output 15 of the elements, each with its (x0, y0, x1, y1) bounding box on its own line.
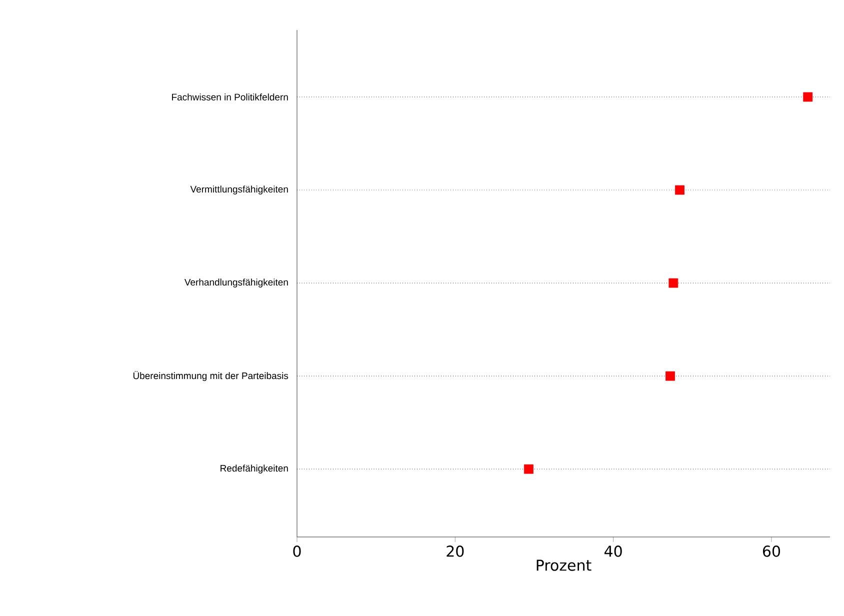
y-tick-label: Fachwissen in Politikfeldern (172, 93, 288, 100)
x-tick-label: 0 (293, 546, 301, 557)
point (675, 185, 684, 195)
y-tick-label: Übereinstimmung mit der Parteibasis (133, 371, 288, 382)
point (524, 464, 534, 474)
x-tick-label: 60 (762, 546, 780, 557)
y-tick-label: Verhandlungsfähigkeiten (184, 278, 288, 288)
point (666, 371, 675, 381)
point (668, 278, 678, 288)
point (803, 92, 813, 102)
x-tick-label: 40 (604, 546, 622, 557)
x-tick-label: 20 (446, 546, 464, 557)
y-tick-label: Vermittlungsfähigkeiten (190, 186, 288, 194)
x-axis-title: Prozent (536, 560, 592, 571)
y-tick-label: Redefähigkeiten (220, 464, 288, 474)
